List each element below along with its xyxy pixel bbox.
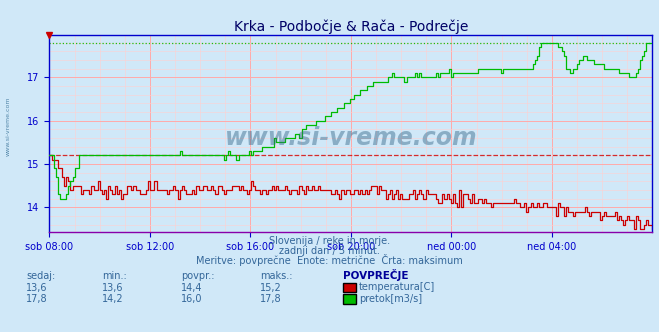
Text: zadnji dan / 5 minut.: zadnji dan / 5 minut. bbox=[279, 246, 380, 256]
Text: 13,6: 13,6 bbox=[102, 283, 124, 292]
Text: 15,2: 15,2 bbox=[260, 283, 282, 292]
Text: 13,6: 13,6 bbox=[26, 283, 48, 292]
Title: Krka - Podbočje & Rača - Podrečje: Krka - Podbočje & Rača - Podrečje bbox=[234, 19, 468, 34]
Text: maks.:: maks.: bbox=[260, 271, 293, 281]
Text: sedaj:: sedaj: bbox=[26, 271, 55, 281]
Text: 17,8: 17,8 bbox=[260, 294, 282, 304]
Text: 14,4: 14,4 bbox=[181, 283, 203, 292]
Text: www.si-vreme.com: www.si-vreme.com bbox=[225, 125, 477, 150]
Text: POVPREČJE: POVPREČJE bbox=[343, 269, 408, 281]
Text: pretok[m3/s]: pretok[m3/s] bbox=[359, 294, 422, 304]
Text: min.:: min.: bbox=[102, 271, 127, 281]
Text: www.si-vreme.com: www.si-vreme.com bbox=[5, 96, 11, 156]
Text: Slovenija / reke in morje.: Slovenija / reke in morje. bbox=[269, 236, 390, 246]
Text: povpr.:: povpr.: bbox=[181, 271, 215, 281]
Text: Meritve: povprečne  Enote: metrične  Črta: maksimum: Meritve: povprečne Enote: metrične Črta:… bbox=[196, 254, 463, 266]
Text: 14,2: 14,2 bbox=[102, 294, 124, 304]
Text: 17,8: 17,8 bbox=[26, 294, 48, 304]
Text: temperatura[C]: temperatura[C] bbox=[359, 283, 436, 292]
Text: 16,0: 16,0 bbox=[181, 294, 203, 304]
